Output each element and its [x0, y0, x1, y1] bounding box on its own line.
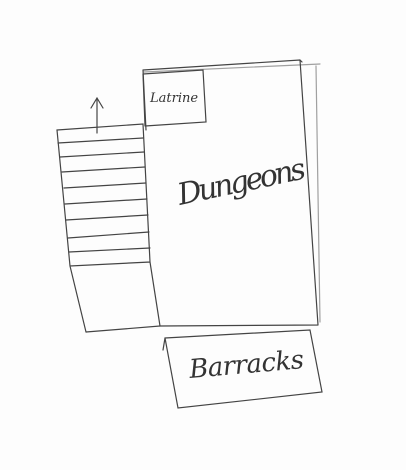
room-label: Latrine [149, 91, 198, 106]
latrine-room [142, 69, 207, 127]
barracks-room [162, 329, 323, 409]
up-arrow [90, 96, 104, 134]
dungeon-outline [85, 59, 319, 333]
barracks-outline [162, 329, 323, 409]
dungeon-room [85, 59, 321, 333]
stair-steps [57, 137, 151, 253]
dungeon-outline-retrace [143, 63, 321, 323]
latrine-outline [142, 69, 207, 127]
stair-outline [56, 123, 161, 333]
staircase [56, 96, 161, 333]
